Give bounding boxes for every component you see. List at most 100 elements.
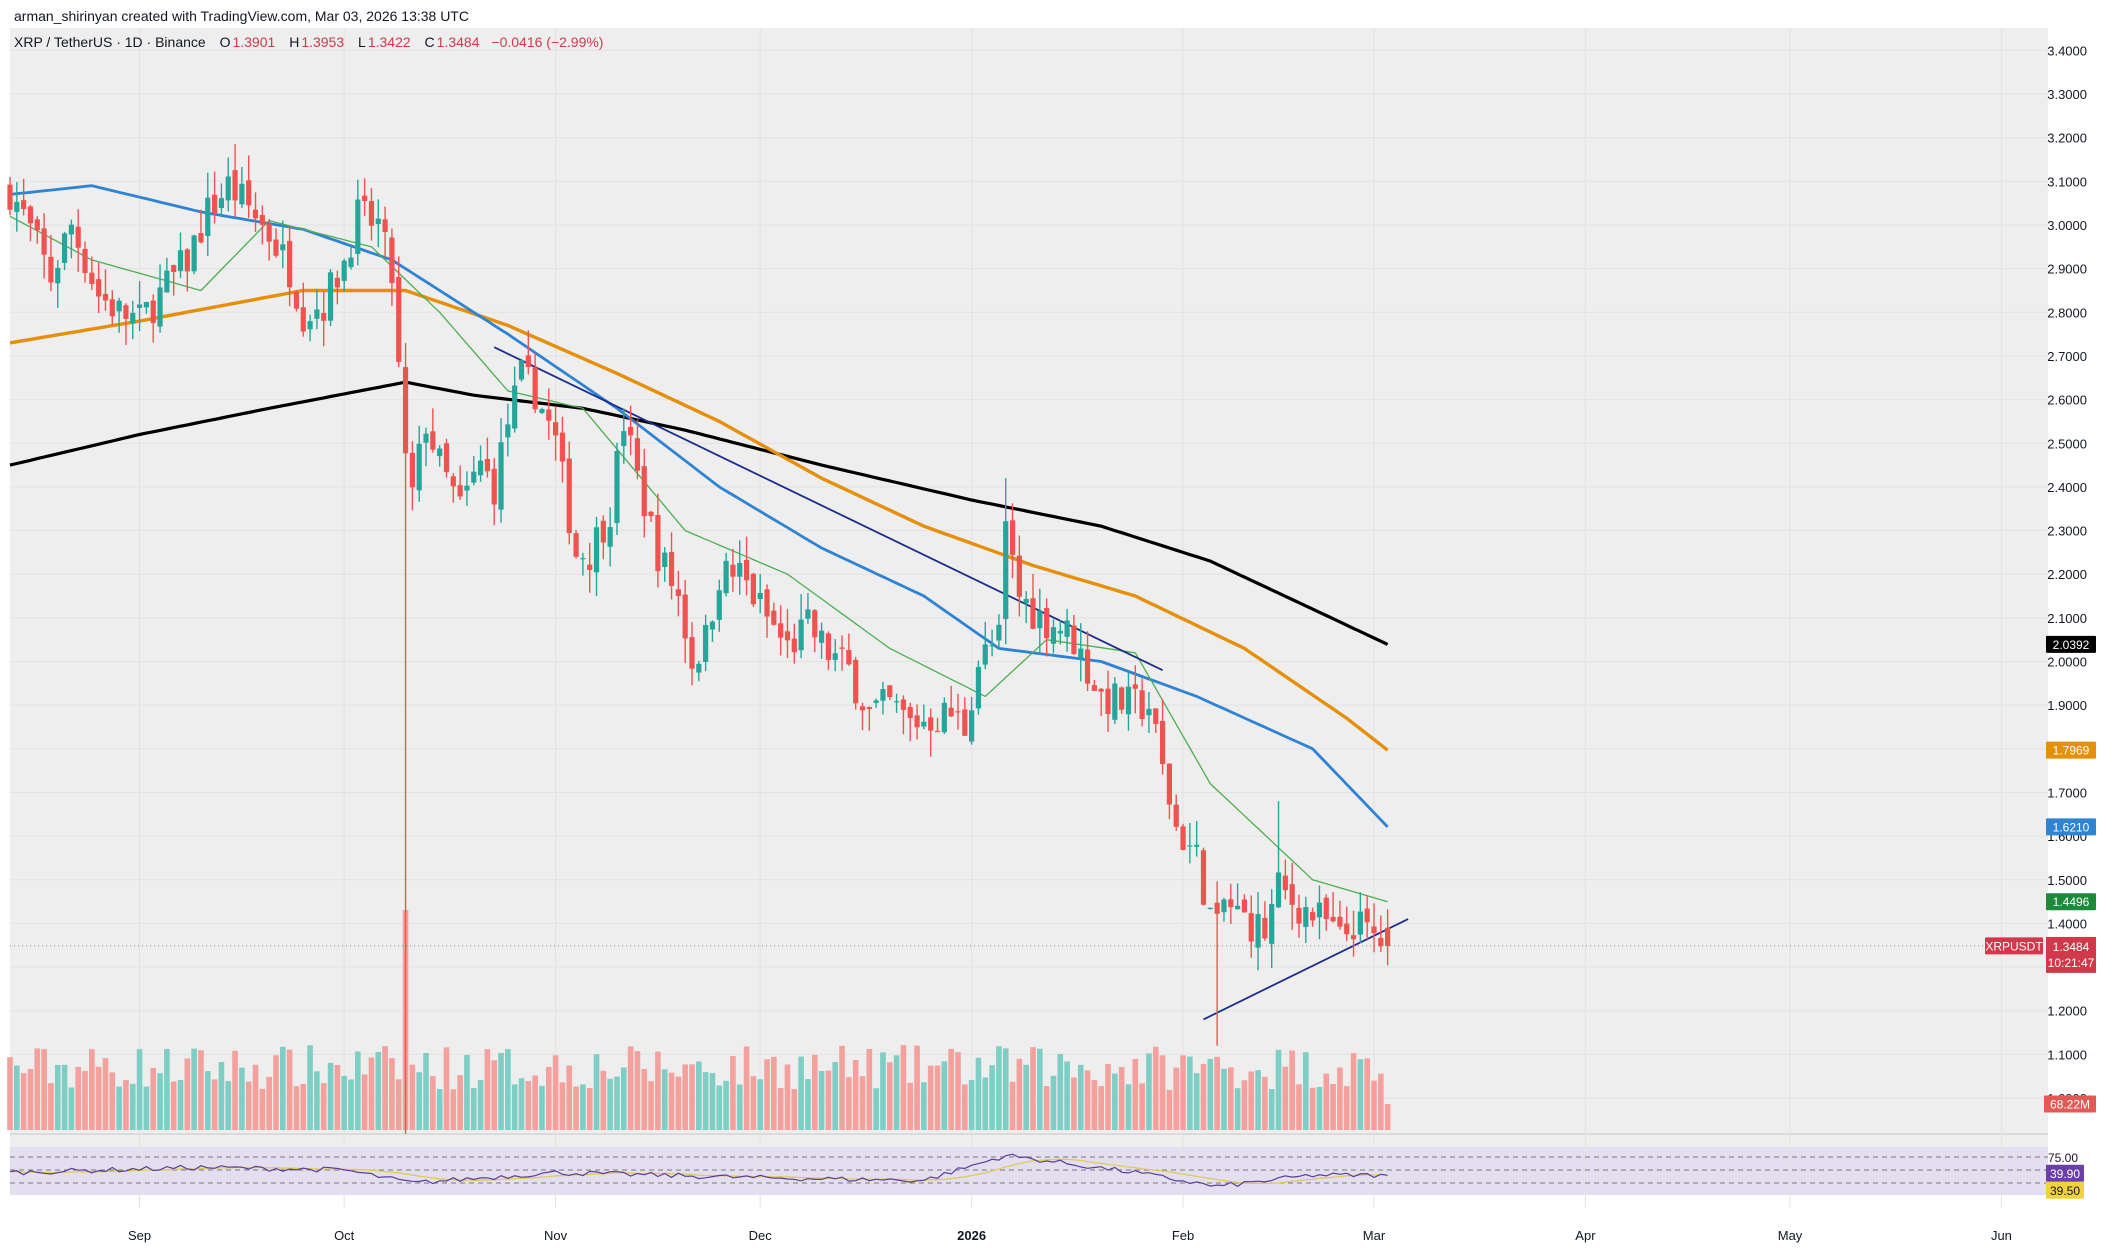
volume-bar xyxy=(716,1085,723,1130)
time-axis[interactable]: Sep Oct Nov Dec 2026 Feb Mar Apr May Jun xyxy=(128,1228,2012,1243)
candle-body xyxy=(839,647,845,649)
candle-body xyxy=(246,180,252,206)
volume-bar xyxy=(975,1057,982,1130)
volume-bar xyxy=(1268,1089,1275,1130)
candle-body xyxy=(1153,708,1159,725)
candle-body xyxy=(1050,627,1057,644)
symbol-badge-bg xyxy=(1985,937,2043,955)
volume-bar xyxy=(1234,1088,1241,1130)
volume-bar xyxy=(709,1073,716,1130)
candle-body xyxy=(1071,625,1077,654)
volume-bar xyxy=(1193,1073,1200,1130)
candle-body xyxy=(709,621,716,630)
volume-bar xyxy=(996,1046,1002,1130)
volume-bar xyxy=(198,1050,204,1130)
symbol-title[interactable]: XRP / TetherUS · 1D · Binance xyxy=(14,34,206,50)
candle-body xyxy=(1248,913,1254,942)
volume-bar xyxy=(1037,1048,1043,1130)
volume-bar xyxy=(102,1058,109,1130)
candle-body xyxy=(859,706,866,711)
high-value: 1.3953 xyxy=(301,34,345,50)
open-label: O xyxy=(219,34,231,50)
volume-bar xyxy=(123,1080,129,1130)
candle-body xyxy=(553,422,559,436)
volume-bar xyxy=(1364,1058,1370,1130)
price-tick-label: 2.0000 xyxy=(2047,655,2087,670)
candle-body xyxy=(102,294,109,301)
price-tick-label: 2.8000 xyxy=(2047,305,2087,320)
candle-body xyxy=(969,710,975,742)
volume-bar xyxy=(1262,1076,1268,1130)
volume-bar xyxy=(1146,1053,1152,1130)
candle-body xyxy=(41,228,47,255)
volume-bar xyxy=(211,1079,218,1130)
candle-body xyxy=(34,219,40,231)
volume-bar xyxy=(1323,1073,1330,1130)
volume-bar xyxy=(689,1064,695,1130)
volume-bar xyxy=(1077,1064,1084,1130)
volume-bar xyxy=(1214,1056,1220,1130)
candle-body xyxy=(1139,690,1145,720)
candle-body xyxy=(205,197,211,236)
price-tick-label: 3.3000 xyxy=(2047,87,2087,102)
volume-bar xyxy=(777,1087,784,1130)
volume-bar xyxy=(436,1089,443,1130)
candle-body xyxy=(1344,923,1350,935)
volume-bar xyxy=(511,1084,518,1130)
volume-bar xyxy=(1152,1046,1159,1130)
sma20-badge-bg xyxy=(2046,893,2096,911)
volume-bar xyxy=(95,1066,102,1130)
volume-bar xyxy=(68,1087,75,1130)
volume-bar xyxy=(532,1075,538,1130)
candle-body xyxy=(764,589,770,617)
candle-body xyxy=(150,300,156,324)
rsi-badge: 39.90 xyxy=(2050,1167,2080,1181)
rsi-badge-bg xyxy=(2046,1164,2084,1182)
candle-body xyxy=(375,218,381,225)
candle-body xyxy=(7,184,13,210)
candle-body xyxy=(934,730,941,733)
volume-bar xyxy=(218,1062,225,1130)
candle-body xyxy=(477,460,484,476)
candle-body xyxy=(136,304,143,308)
volume-bar xyxy=(464,1055,470,1130)
candle-body xyxy=(27,206,34,224)
grid-lines xyxy=(10,28,2048,1208)
volume-bar xyxy=(1139,1083,1145,1130)
candle-body xyxy=(641,466,647,517)
candle-body xyxy=(382,219,388,233)
volume-bar xyxy=(1180,1055,1186,1130)
volume-bar xyxy=(893,1055,900,1130)
candle-body xyxy=(587,564,593,570)
candle-body xyxy=(505,424,511,438)
trendline xyxy=(493,346,1163,672)
volume-bar xyxy=(1275,1049,1282,1130)
sma200-line xyxy=(9,380,1389,646)
volume-bar xyxy=(177,1079,184,1130)
candle-body xyxy=(341,260,347,281)
candle-body xyxy=(1030,598,1036,629)
candle-body xyxy=(471,471,477,483)
volume-bar xyxy=(1125,1084,1132,1130)
volume-bar xyxy=(852,1060,859,1130)
volume-bar xyxy=(129,1083,136,1130)
candle-body xyxy=(239,183,245,205)
volume-bar xyxy=(921,1082,927,1130)
volume-bar xyxy=(477,1079,484,1130)
volume-bar xyxy=(668,1072,675,1130)
candlesticks xyxy=(7,144,1391,1134)
candle-body xyxy=(82,248,88,274)
price-tick-label: 3.4000 xyxy=(2047,43,2087,58)
price-tick-label: 2.1000 xyxy=(2047,611,2087,626)
candle-body xyxy=(805,609,811,619)
candle-body xyxy=(771,610,777,625)
volume-bar xyxy=(320,1083,327,1130)
price-tick-label: 1.4000 xyxy=(2047,916,2087,931)
candle-body xyxy=(757,592,763,600)
candle-body xyxy=(423,433,429,443)
candle-body xyxy=(750,573,756,605)
candle-body xyxy=(1221,899,1227,913)
candle-body xyxy=(1173,804,1179,827)
candle-body xyxy=(703,624,709,662)
